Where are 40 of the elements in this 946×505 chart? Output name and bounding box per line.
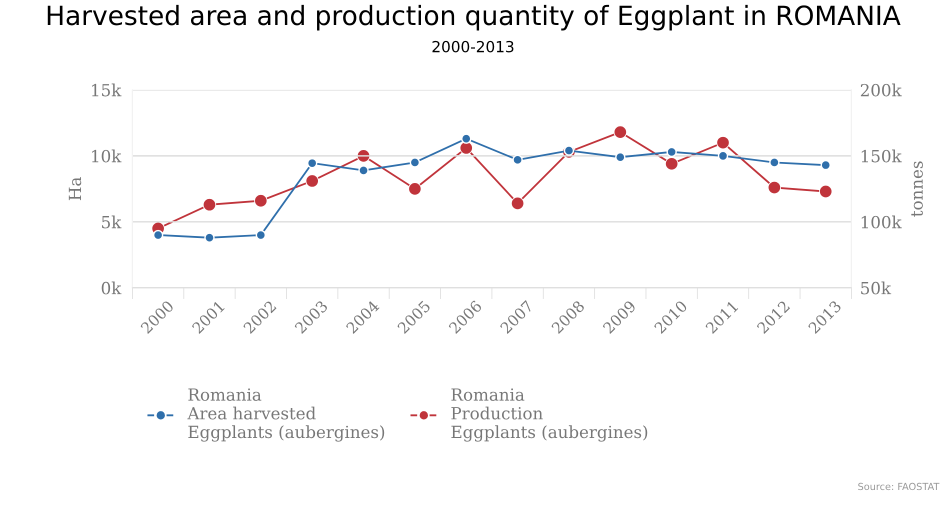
y-axis-title: Ha bbox=[68, 177, 82, 200]
legend-label: Romania Area harvested Eggplants (aubergines) bbox=[187, 388, 384, 442]
y-tick-label: 5k bbox=[102, 216, 122, 228]
point bbox=[202, 198, 216, 212]
y2-tick-label: 100k bbox=[862, 216, 902, 228]
point bbox=[408, 182, 422, 196]
y2-tick-label: 50k bbox=[861, 282, 892, 294]
point bbox=[718, 150, 728, 162]
source-note: Source: FAOSTAT bbox=[858, 482, 940, 490]
point bbox=[306, 174, 319, 188]
point bbox=[769, 157, 780, 168]
point bbox=[358, 165, 369, 176]
y2-tick-label: 150k bbox=[862, 150, 902, 162]
point bbox=[254, 194, 268, 208]
point bbox=[716, 136, 730, 150]
y2-axis-title: tonnes bbox=[911, 161, 923, 217]
point bbox=[510, 196, 524, 210]
point bbox=[614, 125, 627, 139]
y-tick-label: 10k bbox=[92, 150, 122, 162]
point bbox=[512, 154, 523, 166]
point bbox=[564, 145, 574, 156]
point bbox=[615, 152, 626, 162]
y-tick-label: 0k bbox=[102, 282, 122, 294]
point bbox=[819, 184, 832, 198]
point bbox=[820, 160, 831, 170]
point bbox=[768, 180, 782, 194]
point bbox=[461, 134, 472, 144]
point bbox=[256, 230, 266, 240]
point bbox=[460, 141, 473, 155]
point bbox=[204, 232, 215, 243]
y-tick-label: 15k bbox=[92, 84, 122, 96]
point bbox=[306, 158, 318, 168]
y2-tick-label: 200k bbox=[860, 84, 902, 96]
point bbox=[152, 230, 164, 240]
point bbox=[664, 157, 678, 170]
chart-title: Harvested area and production quantity of Eggplant in ROMANIA bbox=[48, 4, 901, 30]
point bbox=[410, 157, 420, 168]
chart-subtitle: 2000-2013 bbox=[432, 40, 514, 52]
point bbox=[666, 146, 677, 158]
legend-label: Romania Production Eggplants (aubergines) bbox=[451, 388, 648, 442]
